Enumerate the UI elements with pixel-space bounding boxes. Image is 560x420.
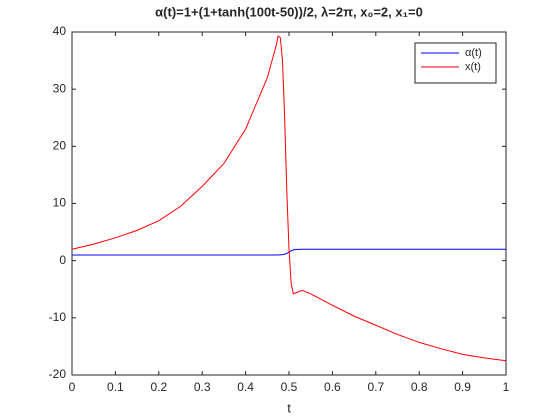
x-tick-label: 0.2	[150, 380, 167, 394]
x-tick-label: 0.7	[367, 380, 384, 394]
x-tick-label: 0.1	[107, 380, 124, 394]
x-tick-label: 0.8	[411, 380, 428, 394]
x-tick-label: 0.6	[324, 380, 341, 394]
legend-label: x(t)	[465, 61, 481, 73]
x-tick-label: 0	[69, 380, 76, 394]
x-tick-label: 0.3	[194, 380, 211, 394]
y-tick-label: -20	[49, 367, 67, 381]
data-line	[71, 35, 507, 362]
y-tick-label: 20	[53, 139, 67, 153]
y-tick-label: 40	[53, 24, 67, 38]
x-tick-label: 1	[503, 380, 510, 394]
chart-title: α(t)=1+(1+tanh(100t-50))/2, λ=2π, x₀=2, …	[155, 4, 423, 19]
x-tick-label: 0.9	[454, 380, 471, 394]
x-tick-label: 0.5	[281, 380, 298, 394]
x-tick-label: 0.4	[237, 380, 254, 394]
y-tick-label: -10	[49, 310, 67, 324]
legend-label: α(t)	[465, 47, 482, 59]
legend-box	[414, 42, 497, 84]
x-axis-label: t	[287, 400, 291, 415]
data-line	[72, 248, 506, 256]
y-tick-label: 0	[59, 253, 66, 267]
y-tick-label: 30	[53, 81, 67, 95]
y-tick-label: 10	[53, 196, 67, 210]
axes-box	[71, 31, 507, 376]
